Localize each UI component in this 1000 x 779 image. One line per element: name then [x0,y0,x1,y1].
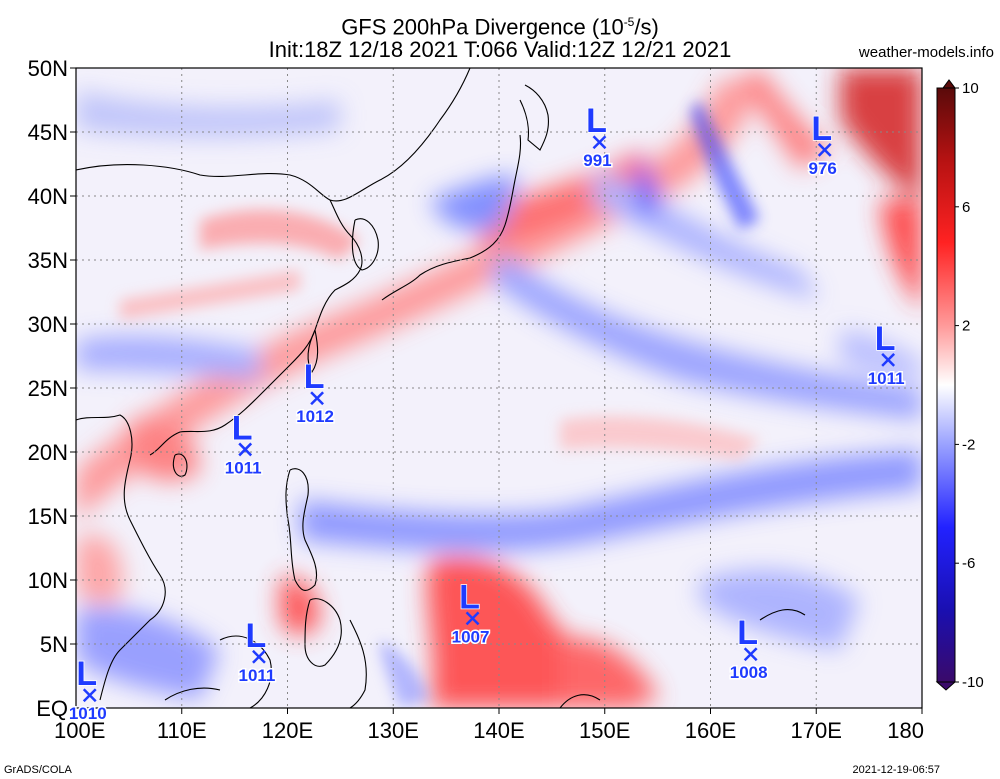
low-letter: L [459,578,480,616]
low-marker-x [465,611,480,626]
footer-timestamp: 2021-12-19-06:57 [852,764,940,776]
lon-tick-label: 160E [685,718,736,743]
lat-tick-label: 45N [28,120,68,145]
grid [76,68,922,708]
lon-tick-label: 100E [54,718,105,743]
chart-subtitle: Init:18Z 12/18 2021 T:066 Valid:12Z 12/2… [268,37,732,62]
lat-tick-label: 15N [28,504,68,529]
low-letter: L [246,617,267,655]
low-pressure-center: L 1008 [728,613,769,683]
lon-tick-label: 170E [791,718,842,743]
lon-tick-label: 110E [157,718,207,743]
lon-tick-label: 140E [473,718,524,743]
latitude-axis: 50N 45N 40N 35N 30N 25N 20N 15N 10N 5N EQ [28,56,76,721]
low-pressure-center: L 1011 [223,409,263,479]
colorbar-label: 6 [962,199,970,216]
low-marker-x [82,688,97,703]
colorbar-label: -2 [962,436,975,453]
lat-tick-label: 30N [28,312,68,337]
lon-tick-label: 150E [579,718,630,743]
low-letter: L [76,655,97,693]
lat-tick-label: 25N [28,376,68,401]
low-letter: L [586,102,607,140]
low-letter: L [875,320,896,358]
lat-tick-label: EQ [36,696,68,721]
low-pressure-center: L 1010 [67,654,108,724]
low-marker-x [238,442,253,457]
low-pressure-center: L 991 [582,101,613,171]
low-pressure-value: 976 [809,159,837,178]
longitude-axis: 100E 110E 120E 130E 140E 150E 160E 170E 180 [54,708,924,743]
chart-title: GFS 200hPa Divergence (10-5/s) [341,14,659,40]
low-pressure-value: 991 [583,151,611,170]
low-marker-x [817,143,832,157]
colorbar-label: -6 [962,555,975,572]
low-pressure-value: 1011 [225,458,262,477]
lat-tick-label: 50N [28,56,68,81]
site-credit: weather-models.info [858,44,994,61]
lat-tick-label: 40N [28,184,68,209]
footer-software: GrADS/COLA [4,764,72,776]
lon-tick-label: 120E [262,718,313,743]
lat-tick-label: 10N [28,568,68,593]
lat-tick-label: 5N [40,632,68,657]
coastlines [76,68,806,708]
low-pressure-value: 1012 [296,407,334,426]
low-marker-x [592,135,607,150]
low-pressure-center: L 1011 [237,616,277,686]
low-marker-x [310,391,324,406]
low-pressure-center: L 976 [807,109,838,179]
low-pressure-value: 1008 [730,663,768,682]
low-pressure-center: L 1007 [450,578,491,648]
colorbar: 10 6 2 -2 -6 -10 [935,79,984,691]
pressure-lows: L 991 L 976 L 1011 L 1012 L 1011 L 1007 L 1011 L 1008 L 1… [67,101,906,724]
colorbar-label: -10 [962,674,984,691]
low-letter: L [304,358,325,396]
low-pressure-value: 1010 [69,704,107,723]
low-pressure-value: 1011 [239,666,276,685]
colorbar-label: 2 [962,318,970,335]
lon-tick-label: 130E [368,718,419,743]
low-pressure-center: L 1011 [866,319,906,389]
colorbar-label: 10 [962,80,979,97]
low-marker-x [743,647,758,662]
lat-tick-label: 20N [28,440,68,465]
low-marker-x [252,649,266,664]
low-letter: L [811,110,832,148]
low-marker-x [881,352,896,367]
low-letter: L [737,614,758,652]
lon-tick-label: 180 [887,718,924,743]
low-pressure-center: L 1012 [295,357,336,427]
low-pressure-value: 1011 [868,369,905,388]
lat-tick-label: 35N [28,248,68,273]
low-pressure-value: 1007 [452,627,490,646]
low-letter: L [232,409,253,447]
